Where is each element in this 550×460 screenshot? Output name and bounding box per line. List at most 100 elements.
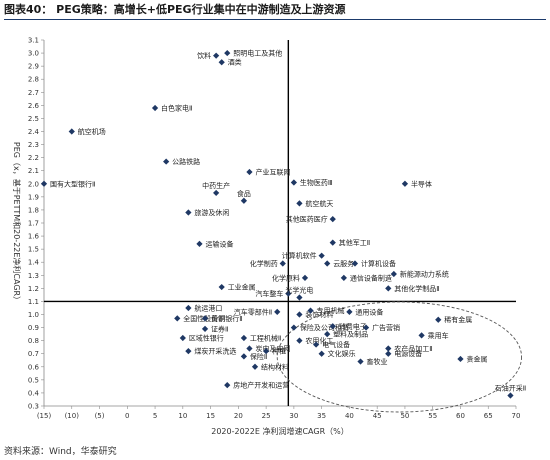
x-tick-label: 55 [428, 412, 437, 420]
x-tick-label: (10) [65, 412, 80, 420]
point-label: 食品 [237, 189, 251, 198]
x-tick-label: 0 [125, 412, 129, 420]
point-marker [340, 274, 347, 282]
y-tick-label: 2.7 [28, 89, 39, 97]
point-label: 汽车整车 [255, 289, 283, 298]
y-tick-label: 0.7 [28, 350, 39, 358]
point-label: 运输设备 [205, 239, 233, 248]
point-marker [246, 345, 253, 352]
x-tick-label: 65 [484, 412, 493, 420]
reference-lines [44, 40, 516, 406]
y-tick-label: 0.6 [28, 363, 40, 371]
y-tick-label: 2.6 [28, 102, 40, 110]
y-tick-label: 0.9 [28, 324, 39, 332]
point-label: 产业互联网 [255, 168, 290, 177]
point-marker [301, 274, 309, 282]
y-tick-label: 1.5 [28, 246, 39, 254]
point-label: 通信设备制造 [350, 273, 392, 282]
point-marker [213, 189, 220, 197]
point-label: 煤炭开采洗选 [194, 347, 236, 356]
y-tick-label: 1.2 [28, 285, 39, 293]
point-marker [318, 252, 325, 259]
point-marker [151, 104, 159, 112]
point-marker [362, 324, 370, 331]
point-label: 保险及公司租赁 [300, 323, 349, 332]
point-marker [296, 337, 303, 344]
point-marker [185, 304, 192, 312]
point-marker [68, 128, 75, 135]
y-tick-label: 1.9 [28, 193, 39, 201]
highlight-dashed-ellipse [276, 301, 523, 413]
point-marker [290, 324, 297, 331]
x-tick-label: 5 [153, 412, 157, 420]
point-label: 饮料 [197, 51, 211, 60]
x-tick-label: 15 [206, 412, 215, 420]
point-label: 专用机械 [317, 306, 345, 315]
point-label: 航运港口 [194, 303, 222, 312]
point-label: 畜牧业 [367, 357, 388, 366]
point-marker [201, 325, 209, 332]
point-marker [385, 285, 392, 292]
point-marker [296, 294, 303, 301]
point-marker [40, 180, 48, 187]
point-label: 广告营销 [372, 323, 400, 332]
point-marker [196, 240, 203, 248]
point-label: 电源设备 [394, 349, 422, 358]
y-tick-label: 1.3 [28, 272, 39, 280]
y-tick-label: 1.4 [28, 259, 40, 267]
point-marker [246, 168, 253, 176]
point-marker [329, 239, 336, 246]
point-label: 其他军工Ⅱ [339, 238, 370, 247]
point-marker [163, 158, 170, 165]
point-label: 光学光电 [285, 286, 313, 295]
point-label: 文化娱乐 [328, 349, 356, 358]
point-label: 黄铜 [211, 314, 225, 323]
point-label: 半导体 [411, 179, 432, 188]
point-marker [385, 345, 392, 352]
y-tick-label: 2.1 [28, 167, 39, 175]
source-note: 资料来源：Wind，华泰研究 [4, 447, 117, 457]
point-label: 种植 [272, 347, 286, 356]
x-tick-label: 25 [262, 412, 271, 420]
point-marker [401, 180, 409, 187]
point-marker [224, 49, 231, 57]
point-label: 结构材料 [261, 362, 289, 371]
y-tick-label: 1.1 [28, 298, 39, 306]
x-tick-label: 35 [317, 412, 326, 420]
point-marker [418, 332, 425, 339]
point-marker [279, 260, 286, 267]
point-marker [307, 307, 314, 314]
y-tick-label: 2.4 [28, 128, 40, 136]
point-label: 化学原料 [272, 273, 300, 282]
x-tick-label: 60 [456, 412, 465, 420]
y-tick-label: 2.8 [28, 76, 39, 84]
y-tick-label: 1.8 [28, 206, 39, 214]
point-label: 农产品加工Ⅱ [394, 344, 432, 353]
y-tick-label: 3.0 [28, 50, 39, 58]
point-label: 照明电工及其他 [233, 49, 282, 58]
point-label: 旅游及休闲 [194, 208, 229, 217]
point-label: 消费电子 [339, 322, 367, 331]
point-marker [357, 358, 364, 365]
point-label: 其他医药医疗 [286, 215, 328, 224]
point-label: 通用设备 [355, 307, 383, 316]
point-marker [324, 260, 331, 267]
point-label: 计算机软件 [282, 251, 317, 260]
point-label: 中药生产 [202, 181, 230, 190]
point-label: 公路铁路 [172, 157, 200, 166]
y-tick-label: 1.7 [28, 220, 39, 228]
point-marker [290, 179, 297, 186]
x-tick-label: 30 [289, 412, 298, 420]
x-tick-label: (5) [95, 412, 105, 420]
point-marker [312, 341, 320, 348]
x-tick-label: 10 [178, 412, 187, 420]
point-marker [224, 381, 231, 389]
x-tick-label: 20 [234, 412, 243, 420]
y-tick-label: 1.6 [28, 233, 40, 241]
point-marker [390, 270, 397, 278]
point-marker [318, 350, 325, 357]
axes: (15) (10) (5) 0 5 10 15 20 25 30 35 40 45 50 55 60 65 70 0… [28, 37, 521, 421]
y-tick-label: 1.0 [28, 311, 39, 319]
